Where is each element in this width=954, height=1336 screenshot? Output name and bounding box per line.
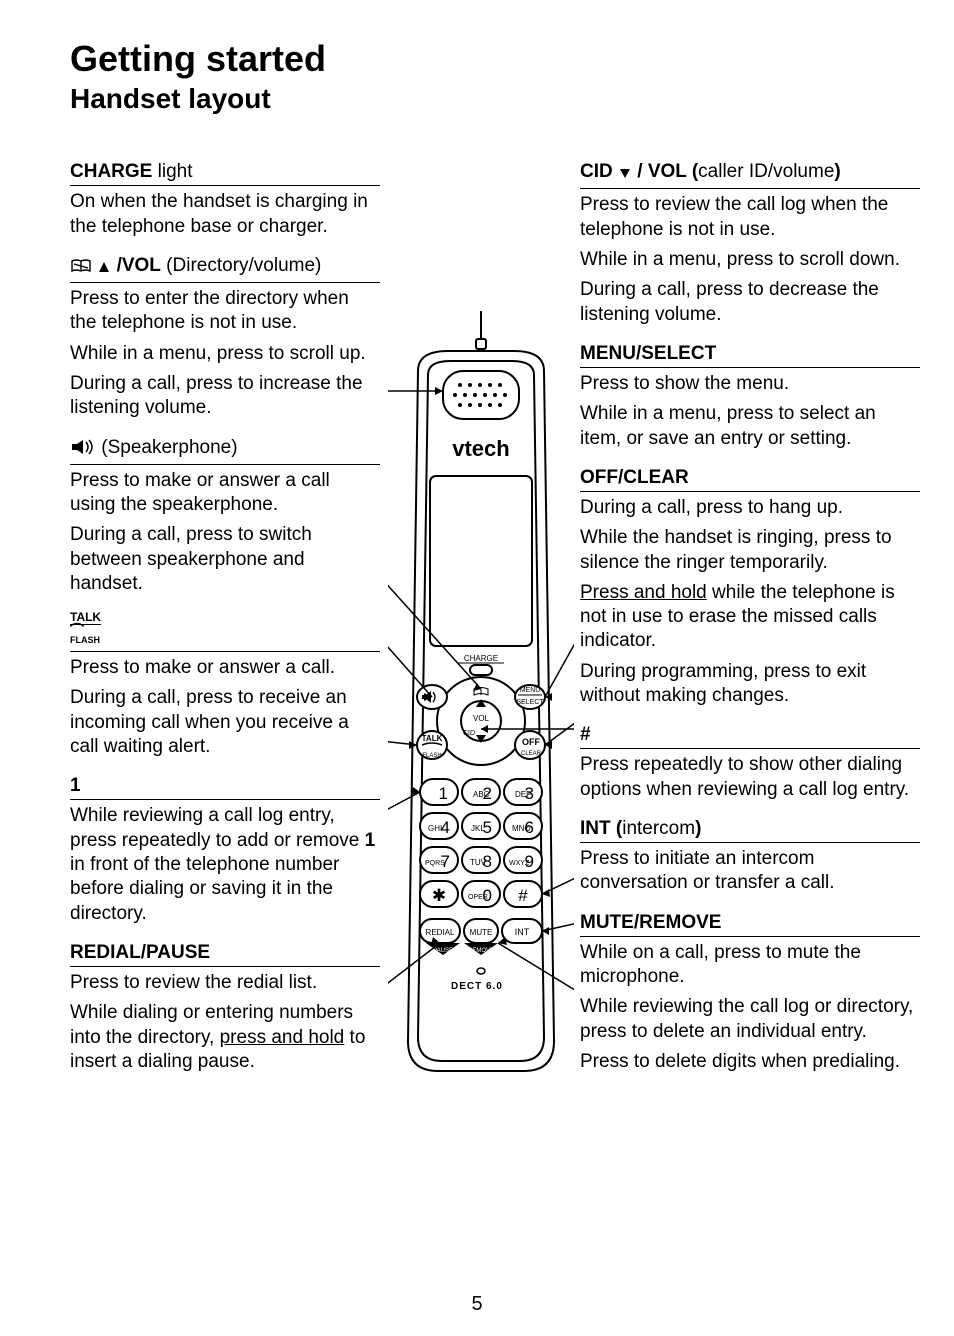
svg-text:TALK: TALK xyxy=(422,734,443,743)
cidvol-title-a: CID xyxy=(580,161,618,182)
redial-p1: Press to review the redial list. xyxy=(70,971,380,995)
cidvol-p2: While in a menu, press to scroll down. xyxy=(580,248,920,272)
int-title-b: intercom xyxy=(622,818,695,839)
off-p3: Press and hold while the telephone is no… xyxy=(580,581,920,654)
handset-diagram: vtech CHARGE xyxy=(388,311,574,1091)
svg-text:CHARGE: CHARGE xyxy=(464,654,498,663)
svg-text:5: 5 xyxy=(483,818,492,837)
svg-text:REMOVE: REMOVE xyxy=(468,948,494,954)
left-column: CHARGE light On when the handset is char… xyxy=(70,161,388,1090)
mute-title: MUTE/REMOVE xyxy=(580,912,721,933)
svg-text:#: # xyxy=(518,886,528,905)
svg-text:4: 4 xyxy=(441,818,450,837)
talk-p2: During a call, press to receive an incom… xyxy=(70,686,380,759)
svg-text:MUTE: MUTE xyxy=(470,928,493,937)
hash-p1: Press repeatedly to show other dialing o… xyxy=(580,753,920,802)
svg-text:VOL: VOL xyxy=(473,714,490,723)
redial-block: REDIAL/PAUSE Press to review the redial … xyxy=(70,942,380,1074)
int-p1: Press to initiate an intercom conversati… xyxy=(580,847,920,896)
down-triangle-icon xyxy=(618,164,632,186)
mute-p2: While reviewing the call log or director… xyxy=(580,995,920,1044)
svg-text:PAUSE: PAUSE xyxy=(433,948,453,954)
cidvol-title-b: / VOL ( xyxy=(632,161,698,182)
svg-text:SELECT: SELECT xyxy=(516,699,544,706)
mute-block: MUTE/REMOVE While on a call, press to mu… xyxy=(580,912,920,1075)
off-p4: During programming, press to exit withou… xyxy=(580,660,920,709)
menu-block: MENU/SELECT Press to show the menu. Whil… xyxy=(580,343,920,451)
svg-text:DECT 6.0: DECT 6.0 xyxy=(451,981,503,992)
cidvol-p1: Press to review the call log when the te… xyxy=(580,193,920,242)
svg-text:8: 8 xyxy=(483,852,492,871)
int-block: INT (intercom) Press to initiate an inte… xyxy=(580,818,920,896)
cidvol-title-c: caller ID/volume xyxy=(698,161,834,182)
int-title-c: ) xyxy=(695,818,701,839)
redial-p2: While dialing or entering numbers into t… xyxy=(70,1001,380,1074)
dirvol-title-rest: (Directory/volume) xyxy=(161,255,321,276)
int-title-a: INT ( xyxy=(580,818,622,839)
svg-text:FLASH: FLASH xyxy=(422,753,441,759)
phone-column: vtech CHARGE xyxy=(388,161,574,1090)
svg-text:1: 1 xyxy=(439,784,448,803)
svg-text:CID: CID xyxy=(463,730,475,737)
charge-body: On when the handset is charging in the t… xyxy=(70,190,380,239)
svg-text:2: 2 xyxy=(483,784,492,803)
svg-text:0: 0 xyxy=(483,886,492,905)
off-block: OFF/CLEAR During a call, press to hang u… xyxy=(580,467,920,709)
redial-title: REDIAL/PAUSE xyxy=(70,942,210,963)
hash-block: # Press repeatedly to show other dialing… xyxy=(580,724,920,802)
charge-title-rest: light xyxy=(152,161,192,182)
off-title: OFF/CLEAR xyxy=(580,467,689,488)
off-p2: While the handset is ringing, press to s… xyxy=(580,526,920,575)
dirvol-p1: Press to enter the directory when the te… xyxy=(70,287,380,336)
menu-p1: Press to show the menu. xyxy=(580,372,920,396)
cidvol-block: CID / VOL (caller ID/volume) Press to re… xyxy=(580,161,920,327)
svg-text:OFF: OFF xyxy=(522,737,540,747)
hash-title: # xyxy=(580,724,591,745)
svg-text:INT: INT xyxy=(515,927,530,937)
book-icon xyxy=(70,258,92,280)
svg-text:vtech: vtech xyxy=(452,436,509,461)
one-p1: While reviewing a call log entry, press … xyxy=(70,804,380,926)
page-title: Getting started xyxy=(70,38,904,79)
off-p1: During a call, press to hang up. xyxy=(580,496,920,520)
up-triangle-icon xyxy=(97,258,111,280)
talk-block: TALK ⌒ FLASH Press to make or answer a c… xyxy=(70,612,380,759)
dirvol-title-bold: /VOL xyxy=(117,255,161,276)
mute-p1: While on a call, press to mute the micro… xyxy=(580,941,920,990)
talk-flash-icon: TALK ⌒ FLASH xyxy=(70,612,101,646)
spk-p2: During a call, press to switch between s… xyxy=(70,523,380,596)
menu-title: MENU/SELECT xyxy=(580,343,716,364)
page-subtitle: Handset layout xyxy=(70,83,904,115)
spk-block: (Speakerphone) Press to make or answer a… xyxy=(70,437,380,597)
svg-text:3: 3 xyxy=(525,784,534,803)
one-block: 1 While reviewing a call log entry, pres… xyxy=(70,775,380,926)
mute-p3: Press to delete digits when predialing. xyxy=(580,1050,920,1074)
talk-p1: Press to make or answer a call. xyxy=(70,656,380,680)
svg-text:CLEAR: CLEAR xyxy=(521,751,542,757)
right-column: CID / VOL (caller ID/volume) Press to re… xyxy=(574,161,920,1090)
spk-p1: Press to make or answer a call using the… xyxy=(70,469,380,518)
svg-text:9: 9 xyxy=(525,852,534,871)
svg-text:6: 6 xyxy=(525,818,534,837)
dirvol-p2: While in a menu, press to scroll up. xyxy=(70,342,380,366)
dirvol-p3: During a call, press to increase the lis… xyxy=(70,372,380,421)
menu-p2: While in a menu, press to select an item… xyxy=(580,402,920,451)
charge-block: CHARGE light On when the handset is char… xyxy=(70,161,380,239)
svg-text:7: 7 xyxy=(441,852,450,871)
charge-title-bold: CHARGE xyxy=(70,161,152,182)
one-title: 1 xyxy=(70,775,81,796)
cidvol-title-d: ) xyxy=(834,161,840,182)
dirvol-block: /VOL (Directory/volume) Press to enter t… xyxy=(70,255,380,421)
cidvol-p3: During a call, press to decrease the lis… xyxy=(580,278,920,327)
svg-text:REDIAL: REDIAL xyxy=(426,928,455,937)
speaker-icon xyxy=(70,438,96,462)
spk-title: (Speakerphone) xyxy=(101,437,237,458)
svg-text:✱: ✱ xyxy=(432,886,446,905)
svg-text:MENU: MENU xyxy=(520,687,541,694)
page-number: 5 xyxy=(0,1293,954,1316)
